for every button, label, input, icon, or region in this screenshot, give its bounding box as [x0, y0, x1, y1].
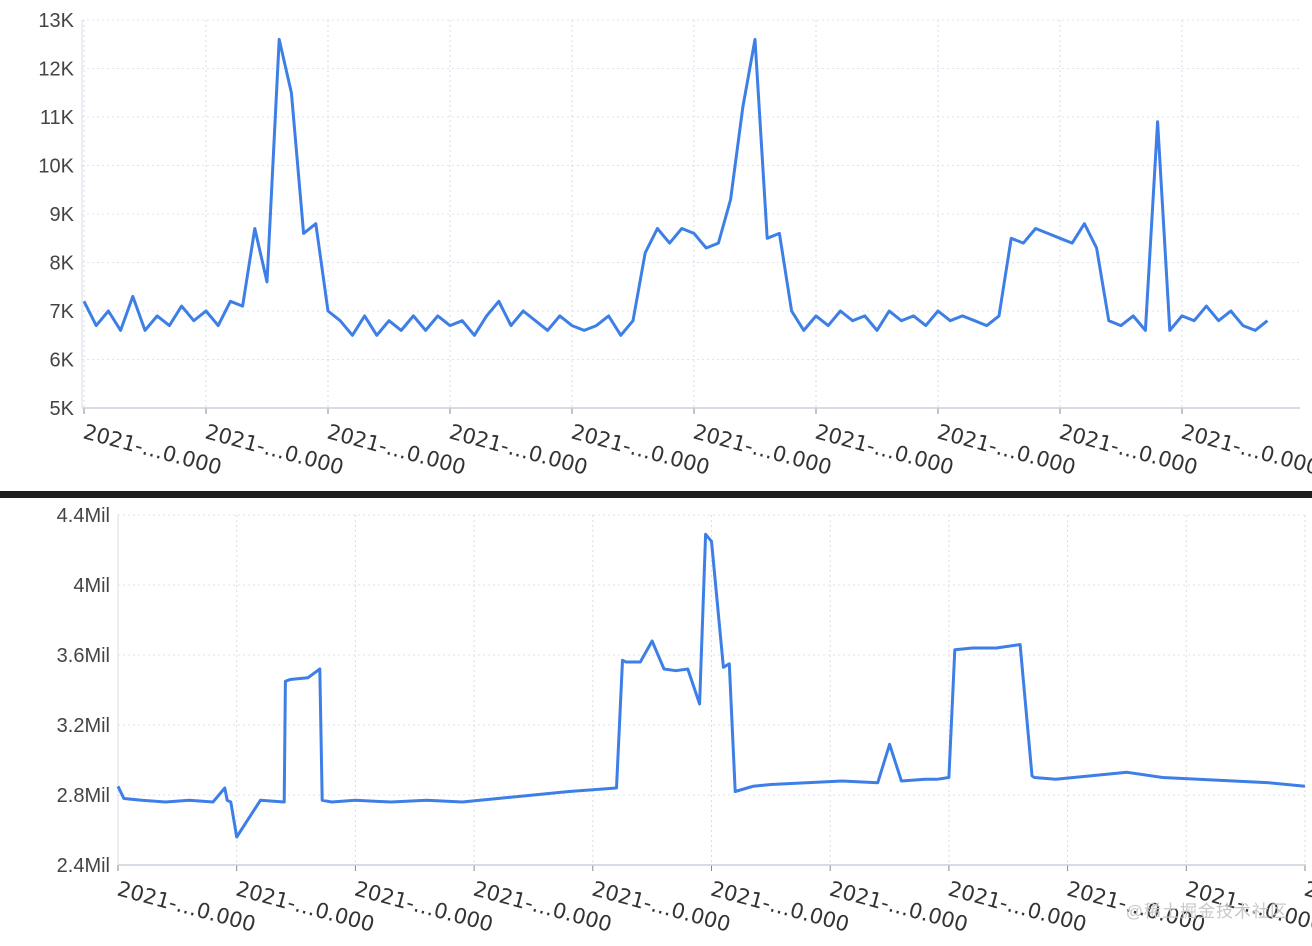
y-tick-label: 8K [50, 253, 75, 275]
y-tick-label: 13K [38, 10, 74, 32]
chart-bottom-svg: 2.4Mil2.8Mil3.2Mil3.6Mil4Mil4.4Mil2021-…… [57, 505, 1312, 937]
x-tick-label: 2021-…0.000 [935, 420, 1079, 480]
y-tick-label: 9K [50, 204, 75, 226]
bottom-chart-panel: 2.4Mil 2.8Mil 3.2Mil 3.6Mil 4Mil 4.4Mil 2021-…… [0, 498, 1312, 946]
y-tick-label: 7K [50, 301, 75, 323]
chart-top-svg: 5K6K7K8K9K10K11K12K13K2021-…0.0002021-…0… [38, 10, 1312, 480]
x-tick-label: 2021-…0.000 [569, 420, 713, 480]
x-tick-label: 2021-…0.000 [325, 420, 469, 480]
top-chart-panel: 5K 6K 7K 8K 9K 10K 11K 12K 13K 2021-…0.000 2021-…0… [38, 10, 1312, 480]
grid [82, 19, 1300, 408]
y-tick-label: 6K [50, 350, 75, 372]
x-tick-label: 2021-…0.000 [1179, 420, 1312, 480]
x-tick-label: 2 [1302, 877, 1312, 904]
x-tick-label: 2021-…0.000 [1057, 420, 1201, 480]
y-tick-label: 4.4Mil [57, 505, 110, 527]
y-tick-label: 11K [40, 107, 75, 129]
grid [117, 514, 1306, 865]
watermark-text: @稀土掘金技术社区 [1125, 902, 1288, 921]
y-tick-label: 5K [50, 398, 75, 420]
panel-divider [0, 491, 1312, 498]
x-tick-label: 2021-…0.000 [447, 420, 591, 480]
y-tick-label: 3.6Mil [57, 645, 110, 667]
series-line [82, 37, 1269, 337]
x-tick-label: 2021-…0.000 [81, 420, 225, 480]
x-tick-label: 2021-…0.000 [203, 420, 347, 480]
y-tick-label: 10K [38, 156, 74, 178]
y-tick-label: 2.8Mil [57, 785, 110, 807]
y-tick-label: 12K [38, 59, 74, 81]
x-tick-label: 2021-…0.000 [813, 420, 957, 480]
y-tick-label: 3.2Mil [57, 715, 110, 737]
y-tick-label: 2.4Mil [57, 855, 110, 877]
y-tick-label: 4Mil [73, 575, 110, 597]
x-tick-label: 2021-…0.000 [691, 420, 835, 480]
